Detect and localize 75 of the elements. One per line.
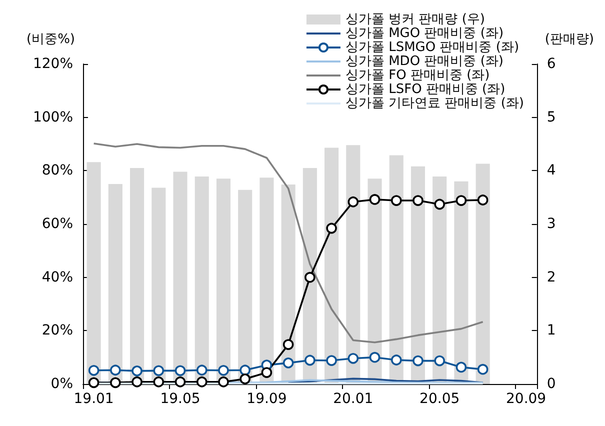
point <box>456 195 467 206</box>
legend-label: 싱가폴 FO 판매비중 (좌) <box>345 68 490 83</box>
point <box>174 365 186 376</box>
x-tick-label: 20.01 <box>333 391 374 407</box>
y-tick-label: 80% <box>42 162 73 179</box>
y-tick-label: 100% <box>32 109 73 126</box>
point <box>282 339 294 350</box>
legend-label: 싱가폴 LSFO 판매비중 (좌) <box>345 82 506 97</box>
point <box>132 376 142 388</box>
point <box>326 355 337 366</box>
legend-label: 싱가폴 벙커 판매량 (우) <box>345 12 486 27</box>
bar <box>476 164 490 384</box>
point <box>348 353 359 364</box>
legend-label: 싱가폴 LSMGO 판매비중 (좌) <box>345 40 520 55</box>
point <box>412 195 424 206</box>
x-tick-label: 19.09 <box>246 391 287 407</box>
point <box>326 222 337 234</box>
point <box>174 376 186 388</box>
point <box>196 364 208 376</box>
y2-tick-label: 1 <box>546 322 556 339</box>
bar <box>260 178 274 384</box>
point <box>477 194 488 206</box>
bar <box>368 178 382 384</box>
point <box>88 365 100 376</box>
point <box>282 358 294 368</box>
point <box>132 366 142 376</box>
point <box>390 354 402 366</box>
line-series <box>92 142 484 344</box>
point <box>390 195 402 206</box>
y-tick-label: 40% <box>42 269 73 286</box>
point <box>304 354 316 366</box>
legend-label: 싱가폴 MDO 판매비중 (좌) <box>345 54 504 69</box>
point <box>369 352 380 363</box>
legend-label: 싱가폴 MGO 판매비중 (좌) <box>345 26 504 41</box>
bar <box>238 190 252 384</box>
y-tick-label: 60% <box>42 216 73 232</box>
x-tick-label: 20.09 <box>506 391 546 407</box>
y-axis-title: (비중%) <box>26 32 75 47</box>
point <box>369 194 380 205</box>
point <box>261 367 272 378</box>
bar <box>346 145 360 384</box>
point <box>153 376 164 388</box>
point <box>240 374 250 384</box>
y2-tick-label: 5 <box>546 109 556 126</box>
y2-tick-label: 2 <box>546 269 556 286</box>
point <box>348 196 359 208</box>
legend-label: 싱가폴 기타연료 판매비중 (좌) <box>345 96 524 111</box>
y2-axis-title: (판매량) <box>544 32 594 47</box>
bar <box>86 162 101 384</box>
point <box>218 376 229 388</box>
point <box>304 272 316 283</box>
bar <box>454 181 468 384</box>
point <box>196 376 208 388</box>
point <box>477 364 488 375</box>
y2-tick-label: 4 <box>546 162 556 179</box>
point <box>218 365 229 376</box>
point <box>110 364 121 376</box>
x-tick-label: 19.01 <box>74 391 114 407</box>
point <box>456 362 467 373</box>
y-tick-label: 20% <box>42 322 73 339</box>
point <box>88 377 100 388</box>
y2-tick-label: 6 <box>546 56 556 72</box>
bar <box>432 176 447 384</box>
x-tick-label: 19.05 <box>160 391 200 407</box>
point <box>110 377 121 388</box>
y2-tick-label: 0 <box>546 376 556 392</box>
y-tick-label: 0% <box>50 376 73 392</box>
y-tick-label: 120% <box>32 56 73 72</box>
point <box>434 198 445 210</box>
point <box>434 355 445 366</box>
point <box>412 355 424 366</box>
y2-tick-label: 3 <box>546 216 556 232</box>
point <box>153 365 164 376</box>
point <box>240 364 250 376</box>
x-tick-label: 20.05 <box>420 391 460 407</box>
